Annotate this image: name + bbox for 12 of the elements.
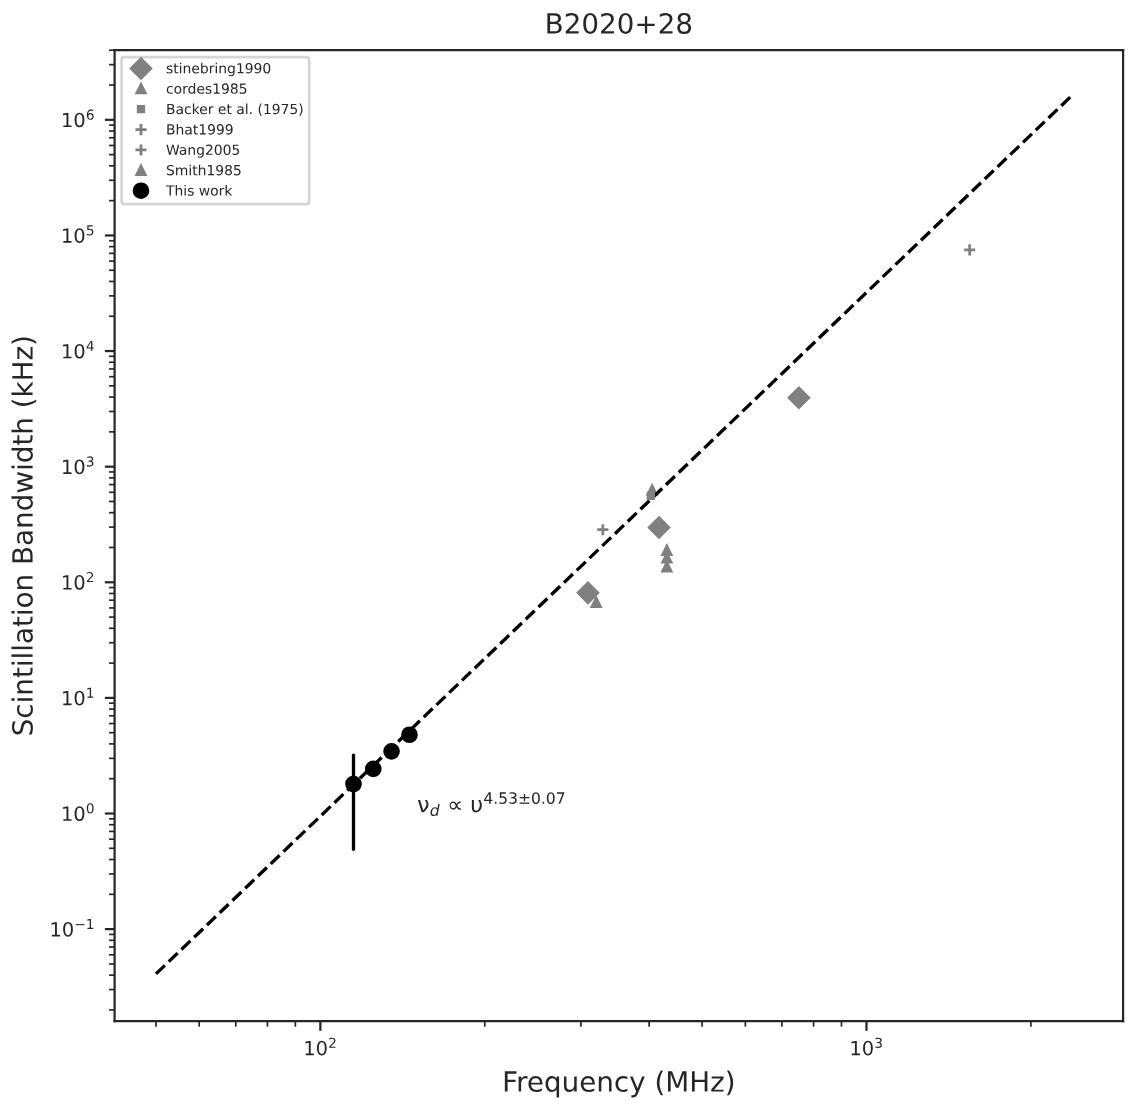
y-tick-label: 10$^{3}$ [63,456,94,475]
y-tick-label: 10$^{0}$ [63,803,94,822]
y-tick-label: 10$^{5}$ [63,225,94,243]
annotation: ν$_{d}$ ∝ υ$^{4.53±0.07}$ [417,792,565,817]
y-tick-label: 10$^{6}$ [63,109,94,128]
y-tick-label: 10$^{−1}$ [51,919,94,937]
y-tick-label: 10$^{2}$ [63,571,94,590]
y-tick-label: 10$^{1}$ [63,687,94,706]
x-axis-title: Frequency (MHz) [504,1070,734,1098]
y-tick-label: 10$^{4}$ [63,340,94,359]
y-axis-title: Scintillation Bandwidth (kHz) [11,337,37,735]
chart-title: B2020+28 [547,12,692,34]
